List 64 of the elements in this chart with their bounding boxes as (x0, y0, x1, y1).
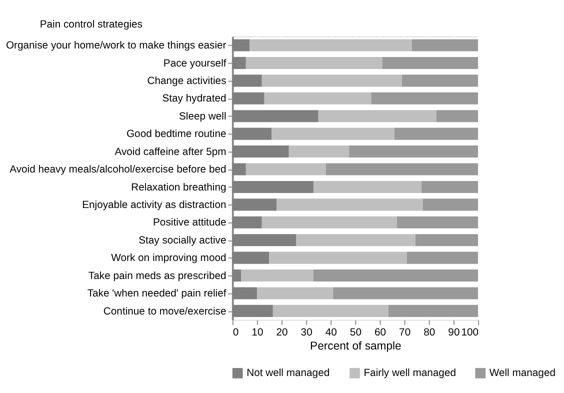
bar (406, 252, 478, 264)
legend-label: Fairly well managed (364, 368, 456, 380)
bar (288, 146, 350, 158)
y-tick-label: Change activities (147, 76, 226, 87)
x-tick-label: 100 (461, 327, 479, 338)
y-tick-label: Work on improving mood (111, 253, 226, 264)
bar (422, 198, 478, 211)
y-tick-label: Sleep well (178, 111, 226, 122)
y-tick-label: Stay socially active (138, 235, 226, 246)
bar (382, 56, 478, 69)
bar (326, 163, 478, 176)
x-tick-label: 90 (448, 327, 460, 338)
x-axis-title: Percent of sample (310, 340, 402, 353)
bar (402, 74, 478, 87)
x-tick-label: 10 (252, 327, 264, 338)
bar (246, 163, 326, 176)
x-tick-label: 80 (424, 327, 436, 338)
bar (241, 270, 314, 282)
legend-label: Well managed (489, 368, 556, 380)
bar (262, 216, 397, 228)
bar (333, 287, 478, 300)
bar (272, 128, 395, 140)
bar (264, 92, 372, 104)
bar (422, 180, 478, 193)
y-tick-label: Relaxation breathing (131, 182, 226, 194)
y-tick-label: Organise your home/work to make things easier (6, 40, 227, 52)
x-tick-label: 40 (325, 327, 338, 338)
legend-label: Not well managed (246, 368, 330, 380)
y-tick-label: Avoid heavy meals/alcohol/exercise before bed (10, 164, 226, 176)
bar (250, 39, 412, 52)
bar (415, 234, 478, 246)
x-tick-label: 50 (350, 327, 362, 338)
y-tick-label: Avoid caffeine after 5pm (114, 146, 226, 158)
y-tick-label: Continue to move/exercise (103, 306, 226, 318)
x-tick-label: 30 (300, 327, 313, 338)
y-tick-label: Stay hydrated (162, 94, 226, 105)
bar (313, 180, 422, 193)
y-tick-label: Pace yourself (163, 58, 226, 70)
y-axis-title: Pain control strategies (40, 19, 142, 30)
x-tick-label: 0 (232, 327, 239, 338)
bar (396, 216, 478, 228)
y-tick-label: Enjoyable activity as distraction (82, 200, 226, 211)
x-tick-label: 60 (374, 327, 386, 338)
bar (256, 287, 334, 300)
x-tick-label: 20 (276, 327, 288, 338)
bar (269, 252, 407, 264)
y-tick-label: Good bedtime routine (126, 129, 226, 140)
bar (296, 234, 416, 246)
y-tick-label: Positive attitude (153, 218, 226, 229)
bar (313, 270, 478, 282)
y-tick-label: Take 'when needed' pain relief (87, 288, 226, 300)
bar (276, 198, 423, 211)
bar (412, 39, 478, 52)
bar (318, 110, 436, 122)
bar (394, 128, 478, 140)
y-tick-label: Take pain meds as prescribed (88, 270, 226, 282)
bar (262, 74, 402, 87)
bar (272, 304, 388, 317)
bar (371, 92, 478, 104)
x-tick-label: 70 (399, 327, 411, 338)
bar (436, 110, 478, 122)
bar (349, 146, 478, 158)
bar (388, 304, 478, 317)
bar (246, 56, 382, 69)
